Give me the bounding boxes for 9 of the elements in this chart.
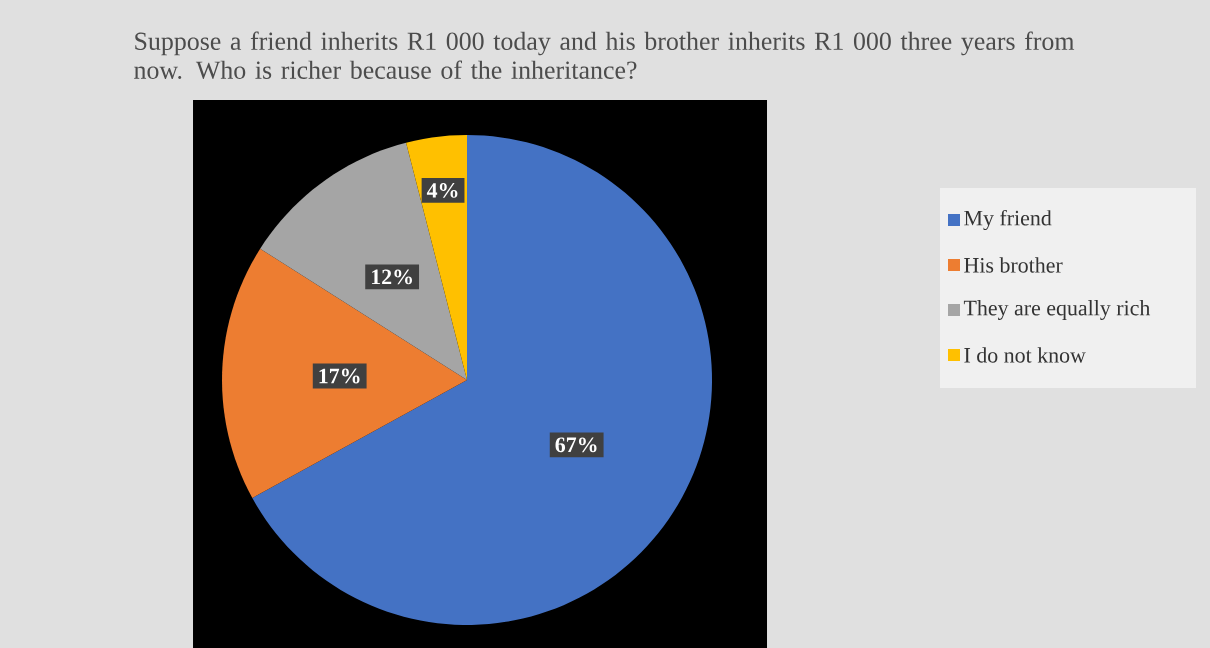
- data-label: 4%: [426, 182, 458, 198]
- chart-title: Suppose a friend inherits R1 000 today and his brother inherits R1 000 three years from now. Who is richer because of the inheritance?: [134, 31, 1075, 80]
- legend-label: I do not know: [964, 347, 1086, 363]
- data-label: 17%: [319, 368, 360, 384]
- legend-label: They are equally rich: [963, 300, 1151, 320]
- legend-label: My friend: [964, 209, 1052, 231]
- legend-label: His brother: [964, 257, 1063, 273]
- data-label: 12%: [371, 269, 412, 285]
- data-label: 67%: [555, 437, 597, 453]
